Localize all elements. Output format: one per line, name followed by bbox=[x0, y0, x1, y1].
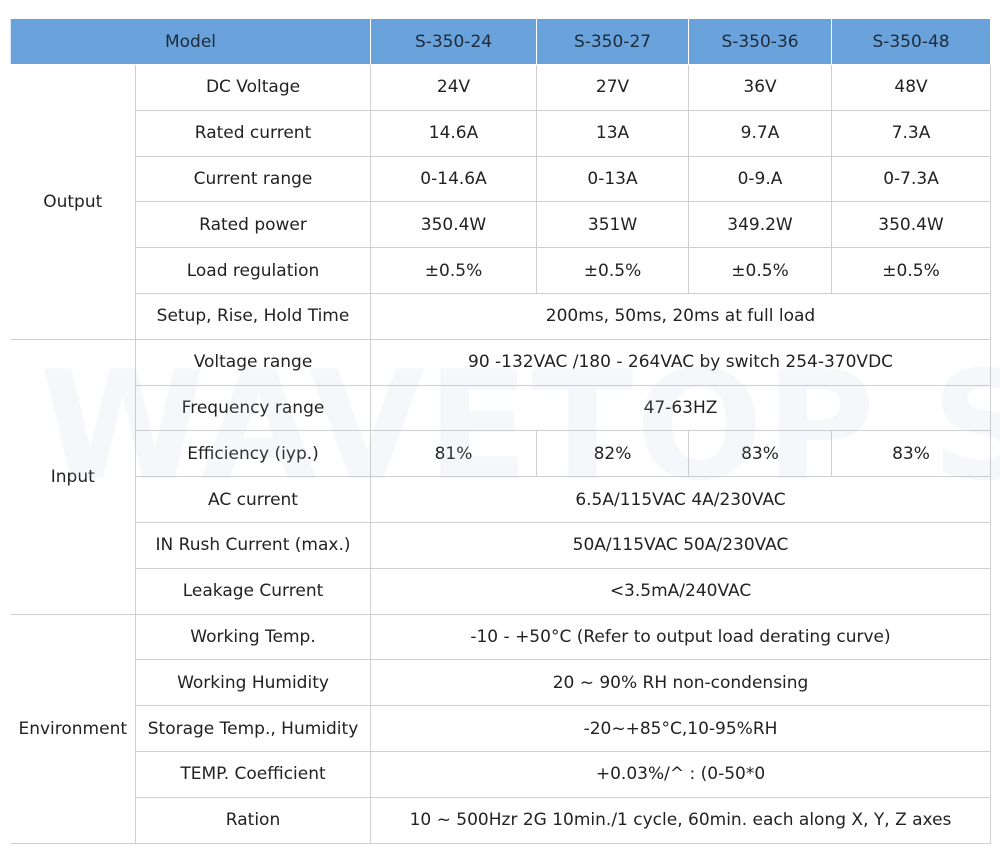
header-cell: Model bbox=[9, 18, 372, 65]
value-cell: 83% bbox=[831, 430, 992, 478]
value-cell: 14.6A bbox=[370, 109, 538, 157]
value-cell: 50A/115VAC 50A/230VAC bbox=[370, 521, 992, 569]
value-cell: 10 ~ 500Hzr 2G 10min./1 cycle, 60min. ea… bbox=[370, 796, 992, 844]
value-cell: 48V bbox=[831, 64, 992, 111]
spec-table: Model S-350-24 S-350-27 S-350-36 S-350-48 Ou… bbox=[9, 18, 992, 844]
row: TEMP. Coefficient +0.03%/^ : (0-50*0 bbox=[11, 750, 992, 798]
row: Efficiency (iyp.) 81% 82% 83% 83% bbox=[11, 430, 992, 478]
row: IN Rush Current (max.) 50A/115VAC 50A/230… bbox=[11, 521, 992, 569]
param-label: Storage Temp., Humidity bbox=[134, 705, 372, 752]
value-cell: 350.4W bbox=[370, 201, 538, 249]
param-label: TEMP. Coefficient bbox=[134, 750, 372, 798]
row: Rated power 350.4W 351W 349.2W 350.4W bbox=[11, 201, 992, 249]
param-label: Setup, Rise, Hold Time bbox=[134, 292, 372, 340]
header-cell: S-350-24 bbox=[370, 18, 538, 65]
param-label: Working Temp. bbox=[134, 613, 372, 661]
value-cell: 90 -132VAC /180 - 264VAC by switch 254-3… bbox=[370, 338, 992, 386]
param-label: Working Humidity bbox=[134, 659, 372, 707]
value-cell: 0-9.A bbox=[688, 155, 833, 203]
row: Frequency range 47-63HZ bbox=[11, 384, 992, 432]
group-label: Environment bbox=[10, 613, 136, 844]
value-cell: 20 ~ 90% RH non-condensing bbox=[370, 659, 992, 707]
param-label: IN Rush Current (max.) bbox=[134, 521, 372, 569]
param-label: AC current bbox=[134, 476, 372, 523]
value-cell: 7.3A bbox=[831, 109, 992, 157]
value-cell: 0-13A bbox=[536, 155, 690, 203]
value-cell: 349.2W bbox=[688, 201, 833, 249]
value-cell: ±0.5% bbox=[370, 247, 538, 294]
row: Setup, Rise, Hold Time 200ms, 50ms, 20ms … bbox=[11, 292, 992, 340]
row: Output DC Voltage 24V 27V 36V 48V bbox=[10, 64, 992, 340]
param-label: Voltage range bbox=[134, 338, 372, 386]
value-cell: 350.4W bbox=[831, 201, 992, 249]
value-cell: -20~+85°C,10-95%RH bbox=[370, 705, 992, 752]
value-cell: 200ms, 50ms, 20ms at full load bbox=[370, 292, 992, 340]
value-cell: 0-14.6A bbox=[370, 155, 538, 203]
value-cell: 47-63HZ bbox=[370, 384, 992, 432]
param-label: Leakage Current bbox=[134, 567, 372, 615]
value-cell: ±0.5% bbox=[688, 247, 833, 294]
header-cell: S-350-36 bbox=[688, 18, 833, 65]
param-label: Frequency range bbox=[134, 384, 372, 432]
param-label: Efficiency (iyp.) bbox=[134, 430, 372, 478]
value-cell: -10 - +50°C (Refer to output load derati… bbox=[370, 613, 992, 661]
param-label: Current range bbox=[134, 155, 372, 203]
value-cell: ±0.5% bbox=[536, 247, 690, 294]
value-cell: 81% bbox=[370, 430, 538, 478]
value-cell: 27V bbox=[536, 64, 690, 111]
row: Working Humidity 20 ~ 90% RH non-condensi… bbox=[11, 659, 992, 707]
row: Ration 10 ~ 500Hzr 2G 10min./1 cycle, 60m… bbox=[11, 796, 992, 844]
header-cell: S-350-48 bbox=[831, 18, 992, 65]
row: Environment Working Temp. -10 - +50°C (Ref… bbox=[10, 613, 992, 844]
row: AC current 6.5A/115VAC 4A/230VAC bbox=[11, 476, 992, 523]
row: Load regulation ±0.5% ±0.5% ±0.5% ±0.5% bbox=[11, 247, 992, 294]
group-label: Input bbox=[10, 338, 136, 615]
row: Input Voltage range 90 -132VAC /180 - 264V… bbox=[10, 338, 992, 615]
value-cell: 6.5A/115VAC 4A/230VAC bbox=[370, 476, 992, 523]
header-cell: S-350-27 bbox=[536, 18, 690, 65]
value-cell: <3.5mA/240VAC bbox=[370, 567, 992, 615]
row: Current range 0-14.6A 0-13A 0-9.A 0-7.3A bbox=[11, 155, 992, 203]
value-cell: 82% bbox=[536, 430, 690, 478]
value-cell: 351W bbox=[536, 201, 690, 249]
value-cell: +0.03%/^ : (0-50*0 bbox=[370, 750, 992, 798]
row: Rated current 14.6A 13A 9.7A 7.3A bbox=[11, 109, 992, 157]
param-label: Ration bbox=[134, 796, 372, 844]
param-label: Rated current bbox=[134, 109, 372, 157]
param-label: Load regulation bbox=[134, 247, 372, 294]
param-label: Rated power bbox=[134, 201, 372, 249]
value-cell: 36V bbox=[688, 64, 833, 111]
param-label: DC Voltage bbox=[134, 64, 372, 111]
value-cell: 13A bbox=[536, 109, 690, 157]
group-label: Output bbox=[10, 64, 136, 340]
row: Leakage Current <3.5mA/240VAC bbox=[11, 567, 992, 615]
value-cell: 9.7A bbox=[688, 109, 833, 157]
header-row: Model S-350-24 S-350-27 S-350-36 S-350-48 bbox=[9, 18, 992, 65]
value-cell: 83% bbox=[688, 430, 833, 478]
value-cell: 24V bbox=[370, 64, 538, 111]
row: Storage Temp., Humidity -20~+85°C,10-95%R… bbox=[11, 705, 992, 752]
value-cell: 0-7.3A bbox=[831, 155, 992, 203]
value-cell: ±0.5% bbox=[831, 247, 992, 294]
